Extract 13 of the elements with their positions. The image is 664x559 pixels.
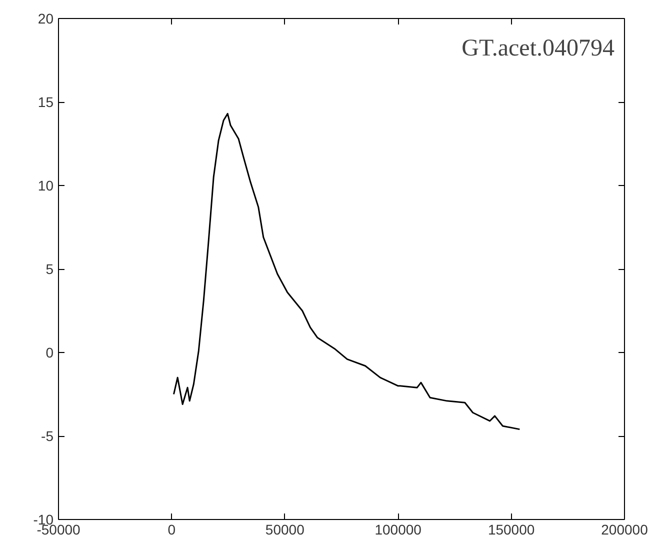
y-tick-label: 20 xyxy=(38,10,54,26)
x-tick-label: 150000 xyxy=(488,522,535,538)
x-tick-label: 0 xyxy=(168,522,176,538)
y-tick-label: 5 xyxy=(46,261,54,277)
x-tick-label: 100000 xyxy=(374,522,422,538)
x-tick-label: 200000 xyxy=(601,522,648,538)
line-series xyxy=(172,112,520,430)
x-tick-label: 50000 xyxy=(265,522,305,538)
annotation: GT.acet.040794 xyxy=(462,36,615,62)
y-tick-label: 0 xyxy=(46,344,54,360)
y-tick-label: -5 xyxy=(41,428,54,444)
y-tick-label: 15 xyxy=(38,94,54,110)
y-tick-label: 10 xyxy=(38,178,54,194)
